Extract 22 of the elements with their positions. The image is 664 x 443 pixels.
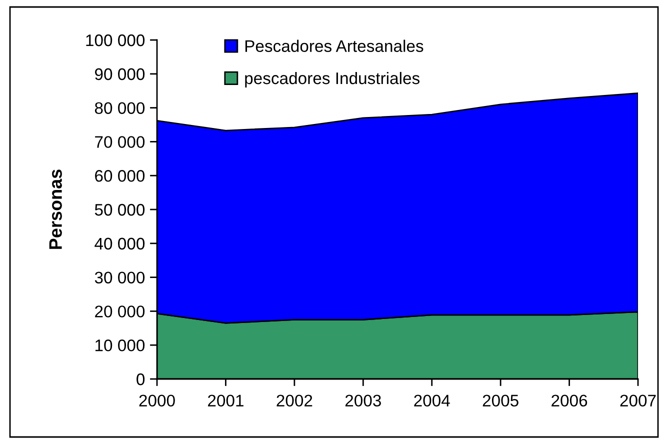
y-tick-label: 80 000 (94, 102, 145, 114)
y-tick-label: 20 000 (95, 306, 145, 318)
x-tick-label: 2004 (414, 394, 450, 407)
y-tick-label: 30 000 (94, 272, 145, 284)
y-tick-label: 60 000 (95, 170, 145, 182)
x-tick-label: 2002 (276, 394, 312, 407)
y-tick-label: 70 000 (95, 136, 145, 148)
y-tick-label: 50 000 (94, 204, 145, 216)
x-tick-label: 2000 (139, 394, 175, 407)
y-tick-label: 100 000 (86, 34, 145, 46)
y-tick-label: 90 000 (95, 68, 145, 80)
y-tick-label: 0 (136, 373, 145, 386)
x-tick-label: 2007 (620, 394, 656, 407)
legend-label: Pescadores Artesanales (245, 40, 424, 52)
y-tick-label: 10 000 (95, 340, 145, 352)
x-tick-label: 2005 (482, 394, 518, 407)
legend-label: pescadores Industriales (245, 72, 420, 88)
x-tick-label: 2006 (552, 394, 588, 407)
y-tick-label: 40 000 (94, 238, 145, 250)
x-tick-label: 2001 (208, 394, 244, 407)
x-tick-label: 2003 (345, 394, 381, 407)
y-axis-title: Personas (49, 170, 62, 249)
